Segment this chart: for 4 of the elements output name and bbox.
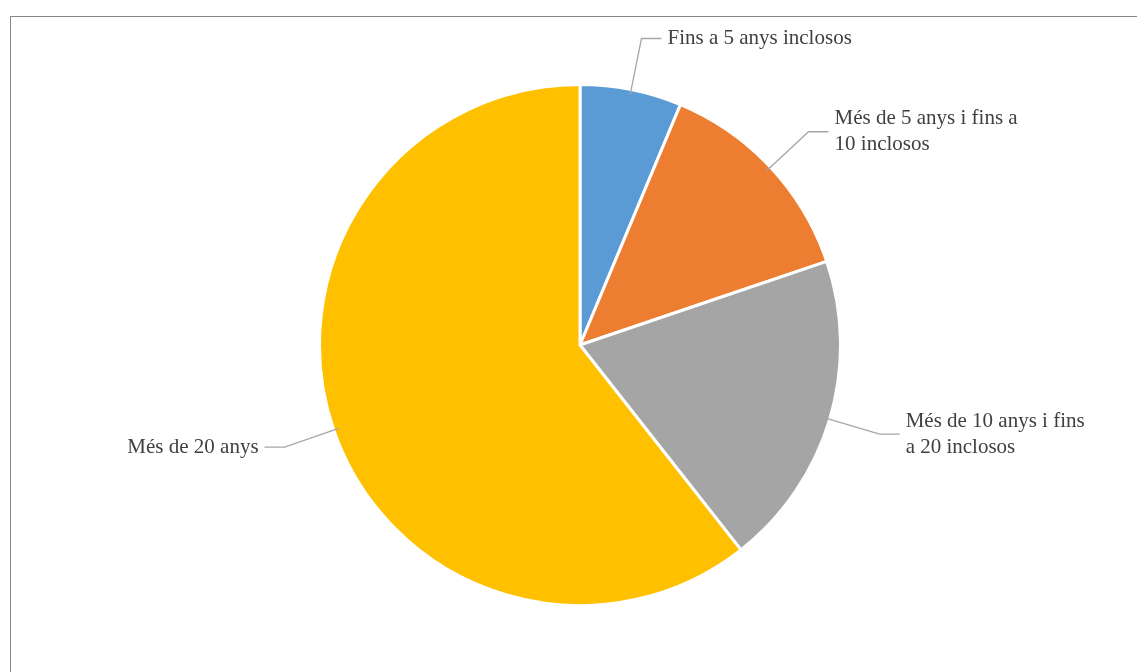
slice-label: Fins a 5 anys inclosos [667, 25, 852, 50]
slice-label: Més de 10 anys i fins a 20 inclosos [905, 407, 1085, 458]
slice-label: Més de 20 anys [127, 433, 259, 458]
slice-label: Més de 5 anys i fins a 10 inclosos [834, 105, 1019, 156]
